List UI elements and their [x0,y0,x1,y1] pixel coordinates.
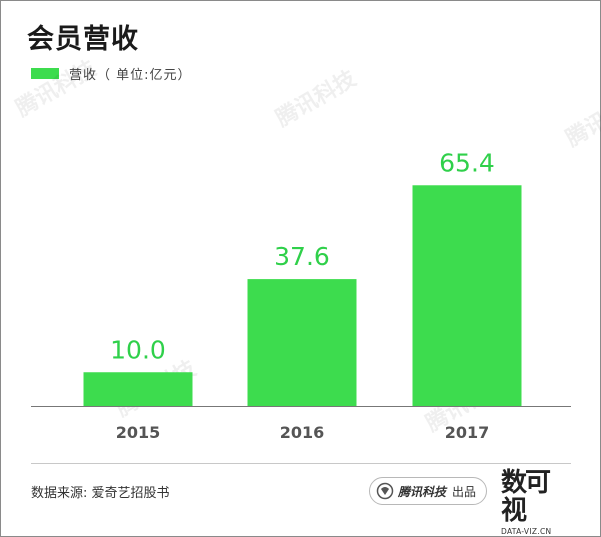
legend-swatch [31,67,59,79]
brand-name: 腾讯科技 [398,484,447,499]
logo-url: DATA-VIZ.CN [501,527,552,536]
bars-group: 10.0 37.6 65.4 [83,148,522,406]
footer-divider [31,463,571,464]
logo-text: 数可视 [501,468,551,526]
bar-2015 [83,372,193,406]
bar-2016 [247,279,357,406]
bar-chart: 10.0 37.6 65.4 2015 2016 2017 [31,148,571,442]
x-tick-label: 2016 [280,423,325,442]
brand-suffix: 出品 [452,484,477,499]
bar-value-label: 10.0 [110,335,166,364]
brand-badge: 腾讯科技 出品 [369,477,488,505]
data-source: 数据来源: 爱奇艺招股书 [31,486,170,501]
bar-2017 [412,185,522,406]
dataviz-logo: 数可视 DATA-VIZ.CN [501,469,571,536]
chart-title: 会员营收 [27,24,139,55]
x-ticks-group: 2015 2016 2017 [116,423,490,442]
legend-label: 营收（ 单位:亿元） [69,67,192,83]
x-tick-label: 2015 [116,423,161,442]
bar-value-label: 65.4 [439,148,495,177]
x-tick-label: 2017 [445,423,490,442]
legend: 营收（ 单位:亿元） [31,63,192,83]
tencent-tech-icon [376,482,394,500]
bar-value-label: 37.6 [274,242,330,271]
